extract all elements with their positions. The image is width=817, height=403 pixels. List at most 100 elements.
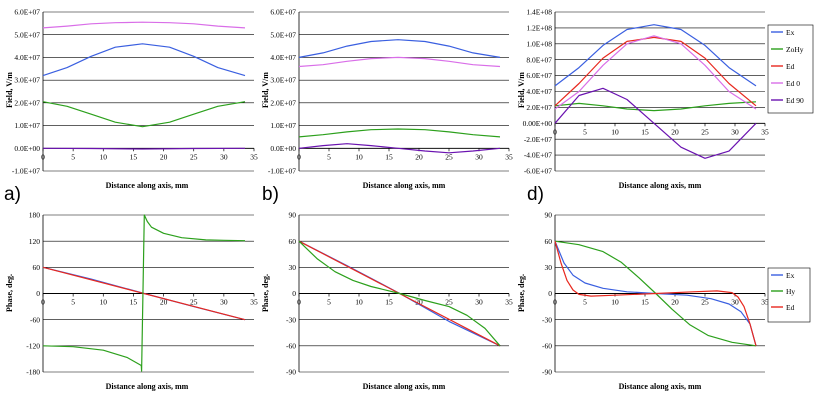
x-axis-title: Distance along axis, mm [619,382,702,391]
x-tick-label: 20 [671,127,679,136]
legend-label: Ex [786,28,795,37]
y-tick-label: 2.0E+07 [526,103,552,112]
y-tick-label: 90 [545,211,553,220]
series-line-ex [298,39,501,58]
x-tick-label: 10 [100,298,108,307]
y-tick-label: 60 [289,237,297,246]
series-line-ed-0 [554,35,757,110]
y-tick-label: -1.0E+07 [268,167,296,176]
x-tick-label: 30 [475,298,483,307]
y-axis-title: Phase, deg. [517,274,526,312]
series-line-zohy [298,128,501,138]
series-line-zohy [554,101,757,112]
x-axis-title: Distance along axis, mm [106,181,189,190]
legend-box [767,267,811,323]
y-tick-label: -30 [542,315,552,324]
x-tick-label: 15 [641,127,649,136]
legend-label: ZoHy [786,45,804,54]
y-tick-label: 30 [545,263,553,272]
x-tick-label: 0 [41,152,45,161]
panel-letter-b: b) [262,184,279,205]
series-line-ed-0 [42,21,246,29]
legend-label: Ed 0 [786,79,800,88]
legend: Ex ZoHy Ed Ed 0 Ed 90 [767,24,814,114]
x-axis-title: Distance along axis, mm [619,181,702,190]
y-tick-label: 90 [289,211,297,220]
y-tick-label: -30 [286,315,296,324]
x-axis-title: Distance along axis, mm [363,181,446,190]
x-tick-label: 35 [761,298,769,307]
y-tick-label: 0 [36,289,40,298]
y-tick-label: -120 [26,341,40,350]
y-tick-label: 8.0E+07 [526,55,552,64]
chart-amp-a: -1.0E+07 0.0E+00 1.0E+07 2.0E+07 3.0E+07 4.0E… [5,8,258,190]
y-tick-label: 120 [29,237,41,246]
y-tick-label: -1.0E+07 [12,167,40,176]
series-line-ex [554,24,757,87]
chart-amp-d: -6.0E+07 -4.0E+07 -2.0E+07 0.00E+00 2.0E+07 4… [517,8,814,190]
x-tick-label: 5 [583,298,587,307]
x-tick-label: 30 [475,152,483,161]
legend-label: Ed [786,303,795,312]
y-tick-label: 6.0E+07 [14,8,40,17]
y-tick-label: -180 [26,368,40,377]
y-tick-label: 0 [292,289,296,298]
legend-label: Ed 90 [786,96,804,105]
x-tick-label: 25 [701,298,709,307]
y-axis-title: Phase, deg. [5,274,14,312]
series-line-ed [554,241,757,346]
x-tick-label: 25 [190,152,198,161]
x-tick-label: 10 [355,298,363,307]
y-tick-label: 0.0E+00 [270,144,296,153]
y-tick-label: 1.4E+08 [526,8,552,17]
y-axis-title: Field, V/m [261,72,270,108]
x-tick-label: 20 [415,152,423,161]
x-tick-label: 10 [611,298,619,307]
x-tick-label: 20 [415,298,423,307]
x-tick-label: 30 [731,127,739,136]
x-axis-title: Distance along axis, mm [363,382,446,391]
x-tick-label: 20 [671,298,679,307]
series-line-ed [554,36,757,107]
x-tick-label: 15 [130,298,138,307]
x-axis-title: Distance along axis, mm [106,382,189,391]
x-tick-label: 15 [385,298,393,307]
legend-label: Ex [786,271,795,280]
legend-box [767,24,814,114]
x-tick-label: 25 [190,298,198,307]
y-tick-label: 30 [289,263,297,272]
chart-amp-b: -1.0E+07 0.0E+00 1.0E+07 2.0E+07 3.0E+07 4.0E… [261,8,513,190]
x-tick-label: 15 [385,152,393,161]
x-tick-label: 0 [297,152,301,161]
y-tick-label: 1.0E+07 [14,121,40,130]
panel-letter-d: d) [527,184,544,205]
legend: Ex Hy Ed [767,267,811,323]
y-tick-label: 60 [33,263,41,272]
x-tick-label: 0 [553,298,557,307]
x-tick-label: 5 [71,152,75,161]
x-tick-label: 25 [445,298,453,307]
x-tick-label: 35 [505,152,513,161]
y-tick-label: 5.0E+07 [270,30,296,39]
y-tick-label: 4.0E+07 [14,53,40,62]
legend-label: Ed [786,62,795,71]
y-tick-label: -60 [30,315,40,324]
y-tick-label: -60 [286,341,296,350]
y-tick-label: 60 [545,237,553,246]
y-axis-title: Field, V/m [517,72,526,108]
y-tick-label: -4.0E+07 [524,151,552,160]
y-tick-label: 6.0E+07 [526,71,552,80]
x-tick-label: 35 [250,152,258,161]
series-line-ed-0 [298,56,501,68]
y-tick-label: 6.0E+07 [270,8,296,17]
series-line-hy [42,214,246,372]
x-tick-label: 35 [761,127,769,136]
x-tick-label: 25 [701,127,709,136]
series-line-ex [42,43,246,77]
y-tick-label: 3.0E+07 [14,76,40,85]
series-line-ed-90 [298,143,501,154]
